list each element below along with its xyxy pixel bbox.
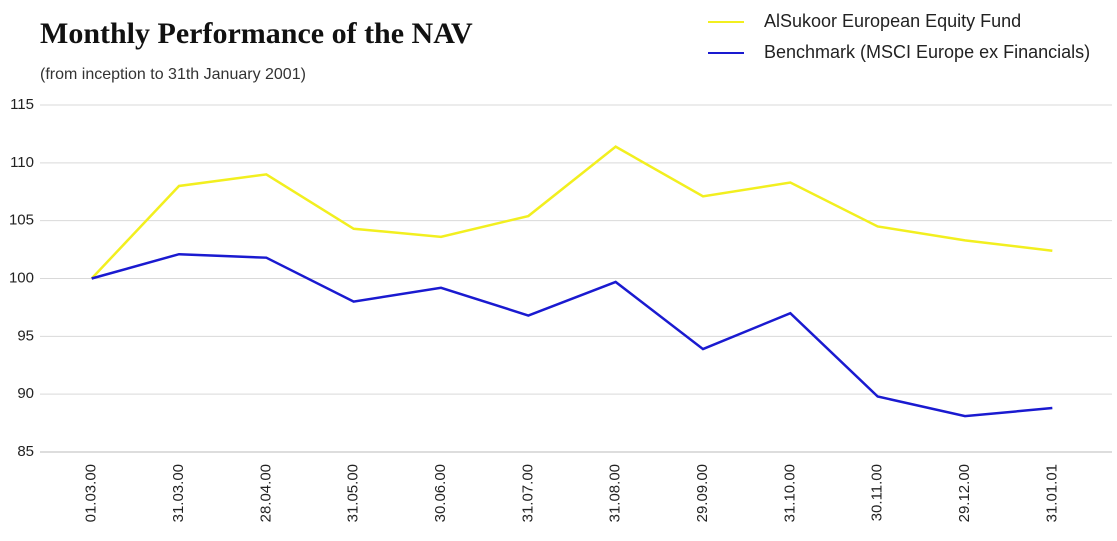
x-tick-label: 31.03.00 xyxy=(170,464,187,522)
y-tick-label: 115 xyxy=(10,96,34,113)
x-tick-label: 30.06.00 xyxy=(432,464,449,522)
y-tick-label: 85 xyxy=(17,443,34,460)
y-tick-label: 95 xyxy=(17,327,34,344)
chart-title: Monthly Performance of the NAV xyxy=(40,17,473,50)
series-line xyxy=(91,252,1053,418)
x-tick-label: 31.08.00 xyxy=(607,464,624,522)
y-tick-label: 105 xyxy=(9,212,34,229)
y-tick-label: 90 xyxy=(17,385,34,402)
legend-label: AlSukoor European Equity Fund xyxy=(764,11,1021,31)
legend-label: Benchmark (MSCI Europe ex Financials) xyxy=(764,42,1090,62)
x-tick-label: 29.09.00 xyxy=(694,464,711,522)
x-tick-label: 30.11.00 xyxy=(869,464,886,521)
x-tick-label: 31.01.01 xyxy=(1043,464,1060,522)
y-tick-label: 100 xyxy=(9,269,34,286)
x-tick-label: 29.12.00 xyxy=(956,464,973,522)
y-tick-label: 110 xyxy=(10,154,34,171)
x-tick-label: 31.07.00 xyxy=(519,464,536,522)
x-tick-label: 28.04.00 xyxy=(257,464,274,522)
x-tick-label: 31.10.00 xyxy=(781,464,798,522)
x-tick-label: 01.03.00 xyxy=(83,464,100,522)
chart-subtitle: (from inception to 31th January 2001) xyxy=(40,66,306,83)
x-tick-label: 31.05.00 xyxy=(345,464,362,522)
series-line xyxy=(90,145,1053,280)
